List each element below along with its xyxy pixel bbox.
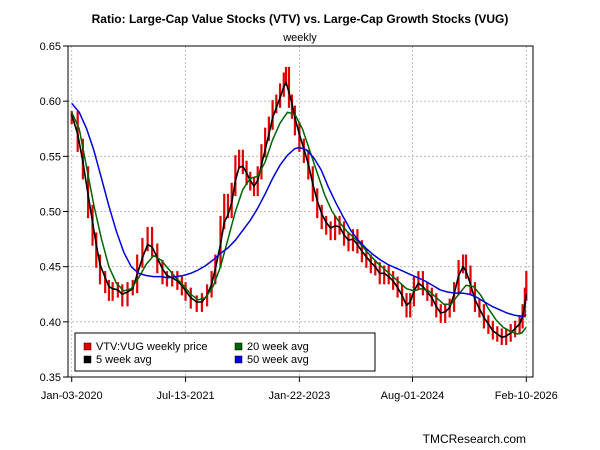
legend-label-50wk: 50 week avg <box>247 354 309 366</box>
y-tick-label: 0.65 <box>40 41 61 53</box>
legend-swatch-5wk <box>83 355 92 364</box>
legend-label-price: VTV:VUG weekly price <box>96 341 207 353</box>
chart-subtitle: weekly <box>282 32 317 44</box>
y-tick-label: 0.35 <box>40 372 61 384</box>
plot-frame <box>67 45 534 378</box>
series-line-20-week-avg <box>71 111 527 335</box>
x-tick-label: Feb-10-2026 <box>495 390 558 402</box>
series-line-50-week-avg <box>71 102 527 318</box>
y-axis: 0.35 0.40 0.45 0.50 0.55 0.60 0.65 <box>40 41 68 384</box>
y-tick-label: 0.60 <box>40 96 61 108</box>
grid-lines <box>68 45 533 378</box>
x-tick-label: Jul-13-2021 <box>157 390 215 402</box>
y-tick-label: 0.55 <box>40 151 61 163</box>
legend: VTV:VUG weekly price 5 week avg 20 week … <box>74 332 376 372</box>
x-tick-label: Jan-22-2023 <box>268 390 330 402</box>
y-tick-label: 0.50 <box>40 207 61 219</box>
y-tick-label: 0.45 <box>40 262 61 274</box>
chart-title: Ratio: Large-Cap Value Stocks (VTV) vs. … <box>92 12 509 26</box>
series-layer <box>70 66 528 346</box>
credit-text: TMCResearch.com <box>423 432 526 446</box>
x-axis: Jan-03-2020 Jul-13-2021 Jan-22-2023 Aug-01-… <box>41 377 558 402</box>
legend-swatch-20wk <box>234 342 243 351</box>
legend-box <box>74 332 376 372</box>
y-tick-label: 0.40 <box>40 317 61 329</box>
legend-swatch-price <box>83 342 92 351</box>
x-tick-label: Jan-03-2020 <box>41 390 103 402</box>
legend-label-20wk: 20 week avg <box>247 341 309 353</box>
legend-swatch-50wk <box>234 355 243 364</box>
legend-label-5wk: 5 week avg <box>96 354 152 366</box>
x-tick-label: Aug-01-2024 <box>381 390 445 402</box>
series-line-5-week-avg <box>70 81 528 339</box>
